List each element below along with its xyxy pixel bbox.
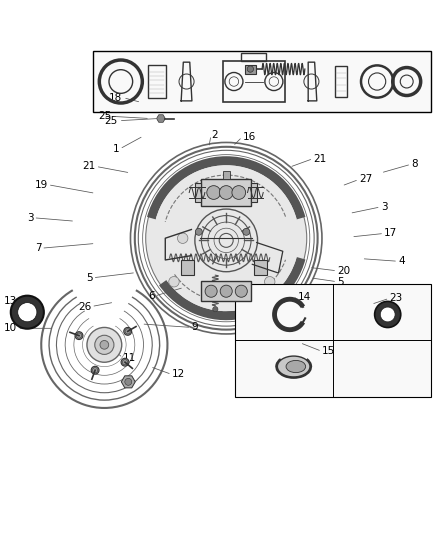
Text: 20: 20 — [337, 266, 350, 276]
Circle shape — [243, 228, 250, 235]
Circle shape — [169, 277, 179, 287]
Circle shape — [75, 332, 83, 340]
Text: 24: 24 — [206, 286, 219, 296]
Circle shape — [125, 378, 132, 385]
Circle shape — [146, 158, 307, 319]
Circle shape — [232, 185, 246, 199]
Circle shape — [121, 358, 129, 366]
Circle shape — [265, 277, 275, 287]
Text: 27: 27 — [359, 174, 372, 184]
Bar — [223, 61, 285, 102]
Text: 1: 1 — [113, 144, 120, 154]
Circle shape — [205, 285, 217, 297]
Circle shape — [207, 185, 220, 199]
Text: 5: 5 — [337, 277, 344, 287]
Circle shape — [177, 233, 188, 244]
Text: 8: 8 — [411, 159, 418, 169]
Text: 18: 18 — [109, 93, 122, 103]
Ellipse shape — [277, 356, 310, 377]
Text: 10: 10 — [4, 324, 17, 333]
Text: 14: 14 — [298, 292, 311, 302]
Circle shape — [11, 296, 44, 329]
Bar — [235, 284, 431, 397]
Bar — [241, 53, 266, 61]
Text: 21: 21 — [313, 154, 326, 164]
Text: 12: 12 — [172, 369, 185, 379]
Text: 11: 11 — [123, 353, 136, 363]
Bar — [251, 183, 258, 202]
Text: 3: 3 — [381, 202, 387, 212]
Text: 15: 15 — [322, 346, 335, 357]
Ellipse shape — [286, 360, 306, 373]
Circle shape — [374, 301, 401, 327]
Bar — [93, 51, 431, 112]
Text: 19: 19 — [35, 180, 48, 190]
Text: 25: 25 — [99, 111, 112, 122]
Circle shape — [247, 66, 254, 72]
Bar — [201, 281, 251, 301]
Circle shape — [18, 303, 37, 322]
Circle shape — [92, 368, 98, 373]
Polygon shape — [156, 115, 165, 122]
Circle shape — [122, 360, 127, 365]
Text: 13: 13 — [4, 296, 17, 306]
Text: 17: 17 — [384, 229, 397, 238]
Circle shape — [125, 329, 131, 334]
Circle shape — [76, 333, 81, 338]
Text: 7: 7 — [35, 243, 41, 253]
Bar — [223, 171, 230, 179]
Circle shape — [124, 327, 132, 335]
Bar — [148, 66, 166, 98]
Text: 4: 4 — [398, 256, 405, 266]
Bar — [195, 183, 201, 202]
Circle shape — [91, 366, 99, 374]
Circle shape — [380, 307, 395, 322]
Text: 21: 21 — [82, 161, 95, 172]
Circle shape — [219, 185, 233, 199]
Circle shape — [95, 335, 114, 354]
Polygon shape — [121, 376, 135, 388]
Bar — [254, 260, 268, 275]
Text: 23: 23 — [389, 293, 403, 303]
Text: 2: 2 — [211, 130, 218, 140]
Circle shape — [87, 327, 122, 362]
Text: 9: 9 — [191, 322, 198, 333]
Text: 6: 6 — [148, 291, 155, 301]
Text: 3: 3 — [27, 213, 33, 223]
Circle shape — [213, 306, 218, 312]
Bar — [335, 67, 347, 96]
Text: 25: 25 — [104, 116, 117, 126]
Circle shape — [235, 285, 247, 297]
Text: 26: 26 — [78, 302, 91, 312]
Circle shape — [220, 285, 232, 297]
Circle shape — [100, 341, 109, 349]
Text: 16: 16 — [242, 132, 255, 142]
Text: 5: 5 — [86, 273, 92, 283]
Bar — [181, 260, 194, 275]
Circle shape — [195, 228, 202, 235]
Bar — [245, 64, 256, 74]
Bar — [201, 179, 251, 206]
